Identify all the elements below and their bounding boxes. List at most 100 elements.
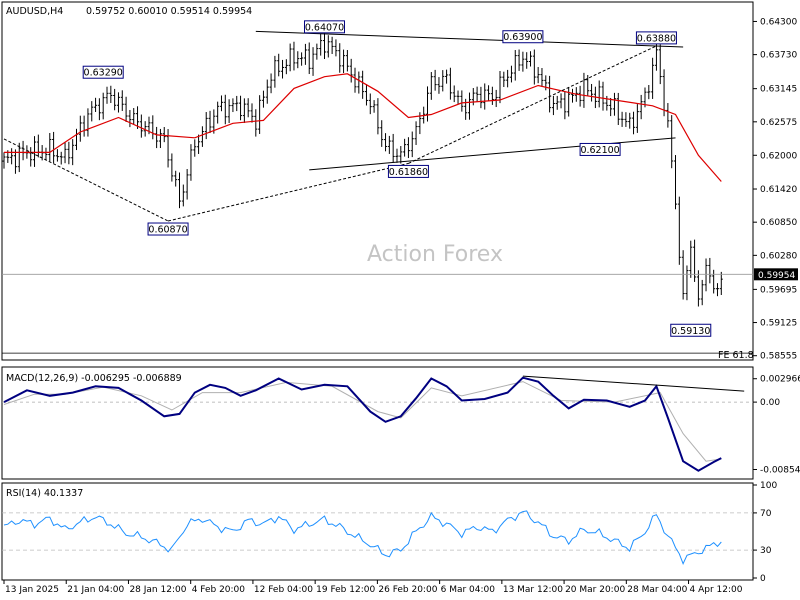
ohlc-bar: [307, 42, 311, 75]
ohlc-bar: [601, 81, 605, 111]
x-tick-label: 19 Feb 12:00: [316, 585, 375, 595]
ohlc-bar: [204, 112, 208, 140]
ohlc-bar: [475, 86, 479, 102]
ohlc-bar: [357, 71, 361, 94]
ohlc-bar: [513, 50, 517, 81]
ohlc-bar: [525, 52, 529, 69]
fib-label: FE 61.8: [718, 350, 754, 361]
price-annotation: 0.63880: [635, 31, 677, 45]
ohlc-bar: [590, 83, 594, 102]
ohlc-bar: [105, 86, 109, 104]
ohlc-bar: [151, 115, 155, 140]
ohlc-bar: [21, 140, 25, 161]
ohlc-bar: [36, 134, 40, 158]
annotation-box: [579, 142, 621, 156]
ohlc-bar: [445, 69, 449, 84]
wave-connector-line: [408, 45, 657, 164]
price-layer: 0.63290 0.60870 0.64070 0.61860 0.63900 0.638…: [2, 20, 753, 354]
x-tick-label: 4 Apr 12:00: [690, 585, 743, 595]
ohlc-bar: [437, 77, 441, 94]
ohlc-bar: [567, 86, 571, 117]
ohlc-bar: [284, 59, 288, 75]
ohlc-bar: [456, 90, 460, 104]
ohlc-bar: [540, 68, 544, 87]
annotation-label: 0.63880: [637, 33, 676, 44]
ohlc-bar: [90, 101, 94, 122]
ohlc-bar: [708, 257, 712, 284]
ohlc-bar: [48, 133, 52, 162]
annotation-label: 0.62100: [580, 145, 619, 156]
price-annotation: 0.61860: [387, 164, 429, 178]
ohlc-bar: [342, 49, 346, 73]
ohlc-bar: [235, 95, 239, 112]
ohlc-bar: [433, 69, 437, 91]
ohlc-bar: [334, 39, 338, 57]
price-annotation: 0.63900: [502, 30, 544, 44]
rsi-line: [3, 510, 722, 565]
ohlc-bar: [616, 92, 620, 126]
price-annotation: 0.63290: [82, 65, 124, 79]
x-tick-label: 21 Jan 04:00: [67, 585, 124, 595]
ohlc-bar: [162, 127, 166, 143]
ohlc-bar: [52, 131, 56, 164]
ohlc-bar: [399, 146, 403, 164]
ohlc-bar: [338, 43, 342, 73]
rsi-tick-label: 0: [760, 574, 766, 584]
ohlc-bar: [414, 121, 418, 145]
ohlc-bar: [403, 138, 407, 157]
price-tick-label: 0.59695: [760, 285, 797, 295]
ohlc-bar: [666, 103, 670, 128]
ohlc-readout: 0.59752 0.60010 0.59514 0.59954: [86, 6, 252, 17]
ohlc-bar: [197, 134, 201, 154]
price-tick-label: 0.63730: [760, 51, 797, 61]
ohlc-bar: [219, 95, 223, 112]
ohlc-bar: [380, 120, 384, 147]
ohlc-bar: [448, 67, 452, 100]
price-panel-frame: [1, 1, 754, 361]
ohlc-bar: [353, 67, 357, 93]
ohlc-bar: [288, 43, 292, 72]
macd-tick-label: 0.00: [760, 398, 780, 408]
ohlc-bar: [113, 88, 117, 111]
ohlc-bar: [696, 270, 700, 307]
ohlc-bar: [59, 151, 63, 165]
ohlc-bar: [330, 36, 334, 54]
price-tick-label: 0.58555: [760, 352, 797, 362]
ohlc-bar: [231, 98, 235, 113]
ohlc-bar: [212, 109, 216, 134]
ohlc-bar: [67, 141, 71, 165]
ohlc-bar: [479, 86, 483, 109]
annotation-label: 0.63290: [84, 68, 123, 79]
ohlc-bar: [281, 59, 285, 79]
x-tick-label: 28 Mar 04:00: [627, 585, 687, 595]
ohlc-bar: [364, 84, 368, 106]
ohlc-bar: [624, 112, 628, 127]
ohlc-bar: [620, 111, 624, 127]
price-tick-label: 0.62000: [760, 151, 797, 161]
ohlc-bar: [143, 121, 147, 137]
ohlc-bar: [628, 112, 632, 129]
x-tick-label: 12 Feb 04:00: [254, 585, 313, 595]
macd-panel-frame: [1, 366, 754, 480]
ohlc-bar: [189, 144, 193, 181]
ohlc-bar: [506, 69, 510, 88]
ohlc-bar: [376, 98, 380, 135]
price-annotation: 0.59130: [670, 323, 712, 337]
annotation-label: 0.63900: [503, 32, 542, 43]
annotation-box: [303, 20, 345, 34]
price-tick-label: 0.62575: [760, 118, 797, 128]
ohlc-bar: [223, 94, 227, 125]
ohlc-bar: [326, 35, 330, 58]
ohlc-bar: [74, 128, 78, 151]
ohlc-bar: [597, 80, 601, 108]
axes-layer: 0.64300 0.63730 0.63145 0.62575 0.62000 0.614…: [2, 17, 800, 595]
ohlc-bar: [2, 152, 6, 169]
price-tick-label: 0.63145: [760, 85, 797, 95]
ohlc-bar: [300, 52, 304, 66]
ohlc-bar: [10, 148, 14, 165]
price-annotation: 0.62100: [579, 142, 621, 156]
ohlc-bar: [391, 133, 395, 163]
rsi-tick-label: 70: [760, 509, 772, 519]
ohlc-bar: [208, 110, 212, 134]
trendline: [255, 30, 684, 48]
